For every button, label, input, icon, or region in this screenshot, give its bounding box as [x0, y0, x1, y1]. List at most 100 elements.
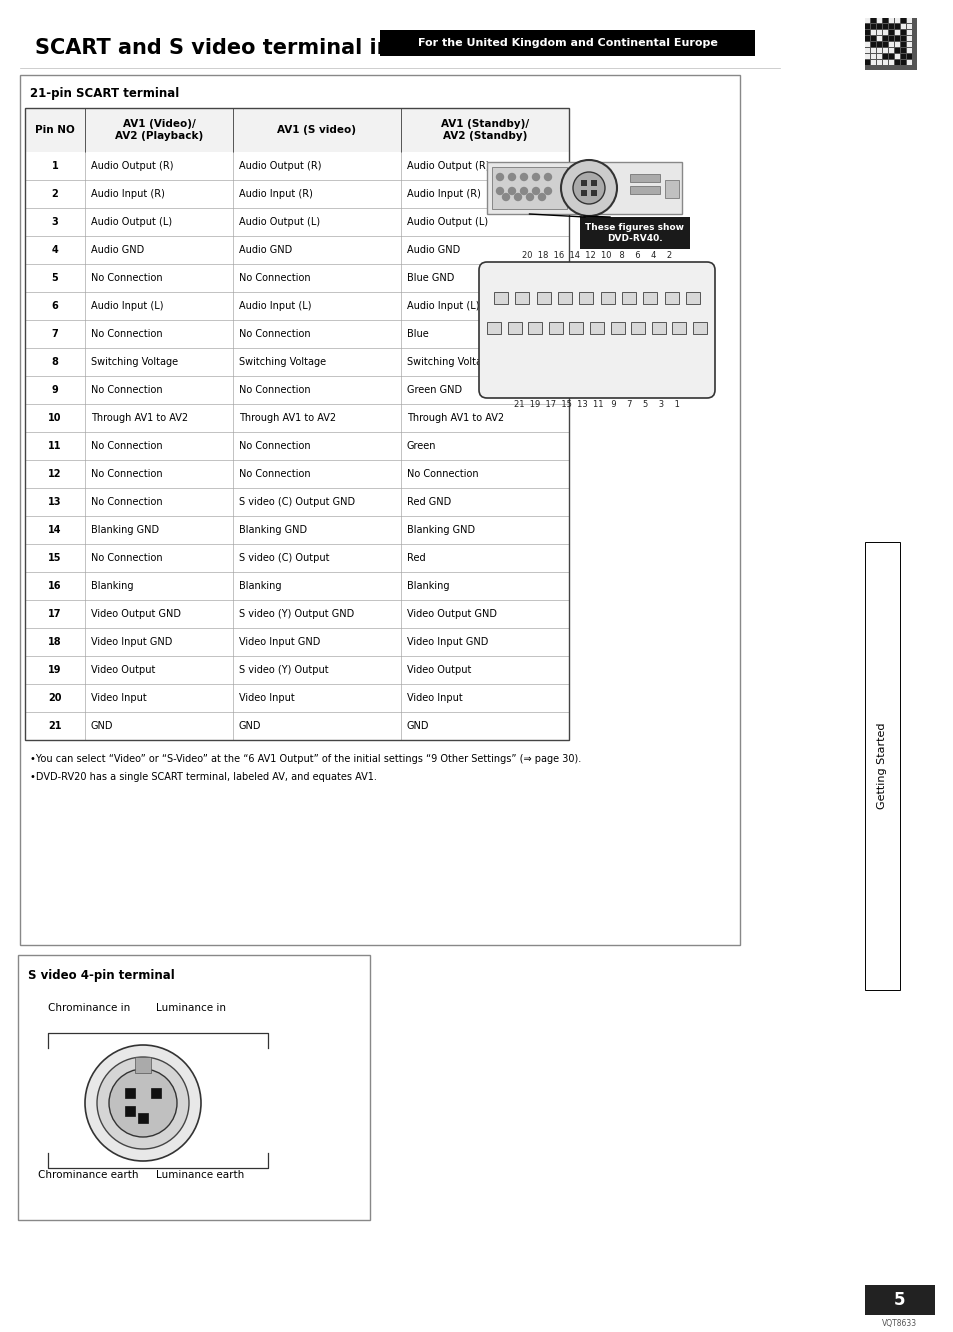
Text: SCART and S video terminal information: SCART and S video terminal information	[35, 39, 507, 59]
Bar	[672, 322, 685, 334]
Bar	[882, 43, 887, 47]
Bar	[900, 19, 905, 23]
Bar	[692, 322, 706, 334]
Text: Video Output GND: Video Output GND	[91, 609, 181, 619]
Bar	[900, 24, 905, 29]
Bar	[876, 43, 882, 47]
Text: Audio Output (R): Audio Output (R)	[239, 161, 321, 170]
Text: No Connection: No Connection	[91, 273, 162, 282]
Bar	[870, 55, 875, 59]
Text: Through AV1 to AV2: Through AV1 to AV2	[91, 413, 188, 424]
Text: Audio Output (L): Audio Output (L)	[239, 217, 320, 226]
Text: 21  19  17  15  13  11   9    7    5    3    1: 21 19 17 15 13 11 9 7 5 3 1	[514, 400, 679, 409]
Text: 16: 16	[49, 581, 62, 591]
Text: No Connection: No Connection	[239, 469, 311, 480]
Bar	[621, 292, 636, 304]
Text: Video Output: Video Output	[91, 665, 155, 675]
Text: 5: 5	[893, 1291, 904, 1309]
Circle shape	[560, 160, 617, 216]
Text: 18: 18	[49, 637, 62, 647]
Bar	[888, 31, 893, 35]
Bar	[864, 48, 869, 53]
Bar	[125, 1088, 135, 1098]
Bar	[870, 48, 875, 53]
Bar	[876, 19, 882, 23]
Bar	[580, 190, 586, 196]
Text: Audio Input (L): Audio Input (L)	[239, 301, 312, 310]
Text: 21: 21	[49, 721, 62, 731]
Bar	[900, 48, 905, 53]
Text: Audio Output (R): Audio Output (R)	[91, 161, 173, 170]
Bar	[870, 31, 875, 35]
Circle shape	[526, 193, 533, 201]
Bar	[528, 322, 541, 334]
Bar	[876, 48, 882, 53]
Text: S video (C) Output GND: S video (C) Output GND	[239, 497, 355, 507]
Bar	[579, 217, 689, 249]
Circle shape	[508, 188, 515, 194]
Text: Blanking GND: Blanking GND	[91, 525, 159, 535]
Text: Video Output: Video Output	[407, 665, 471, 675]
Text: AV1 (Standby)/
AV2 (Standby): AV1 (Standby)/ AV2 (Standby)	[440, 119, 529, 141]
Bar	[906, 19, 911, 23]
Bar	[894, 55, 899, 59]
Text: No Connection: No Connection	[91, 441, 162, 452]
Bar	[870, 60, 875, 65]
Bar	[25, 108, 568, 152]
Bar	[882, 31, 887, 35]
Text: For the United Kingdom and Continental Europe: For the United Kingdom and Continental E…	[417, 39, 717, 48]
Bar	[906, 24, 911, 29]
Bar	[151, 1088, 161, 1098]
Text: Audio Output (L): Audio Output (L)	[91, 217, 172, 226]
Bar	[486, 163, 681, 214]
Text: GND: GND	[407, 721, 429, 731]
Bar	[894, 31, 899, 35]
Bar	[864, 43, 869, 47]
Text: Blanking: Blanking	[239, 581, 281, 591]
Bar	[870, 24, 875, 29]
Text: Video Input GND: Video Input GND	[239, 637, 320, 647]
Bar	[906, 48, 911, 53]
Text: Blanking GND: Blanking GND	[407, 525, 475, 535]
Bar	[876, 31, 882, 35]
Text: 10: 10	[49, 413, 62, 424]
Bar	[894, 19, 899, 23]
Bar	[629, 186, 659, 194]
Text: 17: 17	[49, 609, 62, 619]
Bar	[642, 292, 657, 304]
Text: Audio Output (L): Audio Output (L)	[407, 217, 488, 226]
Bar	[590, 190, 597, 196]
Bar	[882, 24, 887, 29]
Bar	[18, 955, 370, 1220]
Text: Blanking GND: Blanking GND	[239, 525, 307, 535]
Bar	[135, 1058, 151, 1074]
Text: Blue GND: Blue GND	[407, 273, 454, 282]
Text: 9: 9	[51, 385, 58, 396]
Text: S video (Y) Output: S video (Y) Output	[239, 665, 328, 675]
Text: No Connection: No Connection	[91, 385, 162, 396]
Text: AV1 (S video): AV1 (S video)	[277, 125, 356, 135]
Bar	[894, 60, 899, 65]
Bar	[900, 43, 905, 47]
Bar	[888, 55, 893, 59]
Bar	[894, 24, 899, 29]
Circle shape	[502, 193, 509, 201]
Text: AV1 (Video)/
AV2 (Playback): AV1 (Video)/ AV2 (Playback)	[114, 119, 203, 141]
Bar	[882, 36, 887, 41]
Bar	[864, 24, 869, 29]
Bar	[900, 31, 905, 35]
Bar	[125, 1106, 135, 1116]
Circle shape	[514, 193, 521, 201]
Bar	[569, 322, 583, 334]
Text: Red: Red	[407, 553, 425, 563]
Bar	[900, 60, 905, 65]
Text: Video Input: Video Input	[239, 693, 294, 703]
Text: S video (C) Output: S video (C) Output	[239, 553, 329, 563]
Bar	[138, 1114, 148, 1123]
Text: Audio GND: Audio GND	[239, 245, 292, 254]
Bar	[864, 36, 869, 41]
Text: No Connection: No Connection	[239, 273, 311, 282]
Bar	[685, 292, 700, 304]
Bar	[631, 322, 644, 334]
Text: Audio Input (L): Audio Input (L)	[407, 301, 479, 310]
